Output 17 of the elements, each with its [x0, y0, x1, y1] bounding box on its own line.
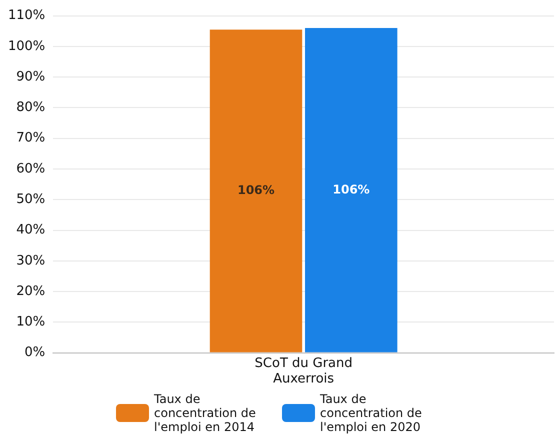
y-tick-label: 100% [8, 38, 46, 54]
legend-label: Taux de concentration de l'emploi en 2014 [154, 392, 257, 434]
y-tick-label: 110% [8, 8, 46, 24]
y-tick-label: 40% [16, 222, 46, 238]
legend-label: Taux de concentration de l'emploi en 2020 [320, 392, 423, 434]
y-tick-label: 30% [16, 253, 46, 268]
y-tick-label: 20% [16, 284, 46, 299]
y-tick-label: 60% [16, 161, 46, 176]
y-tick-label: 10% [16, 314, 46, 330]
y-tick-label: 50% [16, 192, 46, 207]
data-label: 106% [332, 182, 370, 196]
y-tick-label: 80% [16, 100, 46, 116]
y-tick-label: 90% [16, 69, 46, 84]
x-tick-label: SCoT du Grand Auxerrois [254, 356, 353, 387]
data-label: 106% [237, 183, 275, 198]
y-tick-label: 0% [24, 345, 46, 360]
y-tick-label: 70% [16, 130, 46, 146]
